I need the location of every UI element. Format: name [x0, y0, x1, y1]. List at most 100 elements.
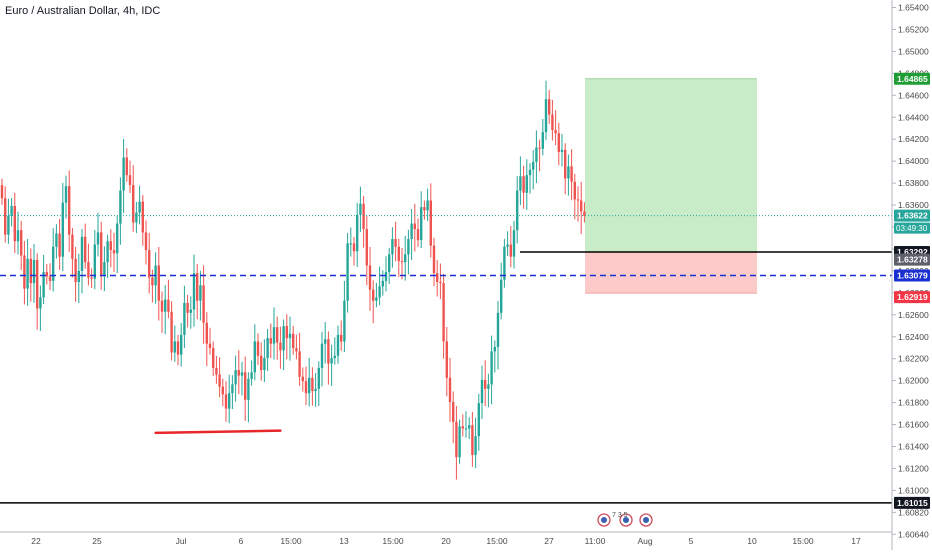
candle-50: [160, 300, 164, 312]
candle-40: [128, 175, 132, 186]
candle-64: [205, 322, 208, 344]
time-tick-label: 15:00: [280, 536, 302, 546]
price-tick-label: 1.64400: [898, 112, 929, 122]
candle-131: [420, 207, 423, 241]
candle-144: [461, 426, 464, 429]
candle-154: [493, 346, 496, 352]
candle-90: [288, 333, 292, 339]
candle-124: [397, 246, 400, 262]
blue-price-badge-text: 1.63079: [897, 270, 928, 280]
candle-150: [480, 380, 484, 404]
candle-76: [244, 372, 247, 400]
candle-141: [452, 402, 455, 422]
candle-157: [503, 246, 506, 280]
price-tick-label: 1.62000: [898, 376, 929, 386]
candle-44: [141, 201, 144, 233]
candle-7: [23, 255, 26, 289]
candle-45: [144, 232, 148, 251]
candle-174: [557, 133, 560, 153]
candle-108: [346, 243, 349, 301]
red-trendline: [154, 429, 282, 435]
candle-169: [541, 132, 544, 149]
candle-26: [84, 236, 87, 263]
candle-23: [74, 258, 77, 282]
candle-13: [42, 272, 45, 298]
candle-94: [301, 376, 304, 382]
time-tick-label: 25: [92, 536, 102, 546]
time-tick-label: 10: [747, 536, 757, 546]
candle-173: [554, 129, 557, 134]
candle-37: [119, 190, 122, 224]
candle-75: [240, 372, 244, 376]
candle-47: [151, 277, 154, 286]
price-tick-label: 1.61200: [898, 463, 929, 473]
price-tick-label: 1.60640: [898, 529, 929, 539]
stop-price-badge: 1.62919: [894, 291, 930, 304]
price-tick-label: 1.65000: [898, 46, 929, 56]
candle-148: [474, 436, 477, 455]
candle-119: [381, 280, 384, 287]
candle-41: [132, 185, 135, 223]
candle-100: [320, 343, 324, 368]
candle-81: [260, 355, 263, 371]
time-tick-label: Aug: [637, 536, 652, 546]
candle-35: [112, 250, 116, 254]
time-tick-label: 6: [239, 536, 244, 546]
price-tick-label: 1.65200: [898, 24, 929, 34]
candle-111: [356, 214, 359, 252]
target-price-badge: 1.64865: [894, 72, 930, 85]
candle-3: [10, 205, 13, 216]
candle-22: [71, 234, 74, 259]
candle-73: [234, 370, 237, 385]
candle-95: [304, 381, 308, 394]
candle-32: [103, 262, 106, 277]
time-tick-label: Jul: [176, 536, 187, 546]
candle-56: [180, 334, 183, 355]
event-flag-dot-icon: [601, 517, 607, 523]
countdown-text: 03:49:30: [896, 224, 928, 233]
time-tick-label: 15:00: [792, 536, 814, 546]
price-tick-label: 1.62200: [898, 354, 929, 364]
candle-142: [455, 421, 458, 458]
candle-152: [487, 384, 490, 389]
candle-126: [404, 254, 407, 263]
time-tick-label: 27: [544, 536, 554, 546]
candle-42: [135, 212, 138, 223]
candle-104: [333, 355, 336, 358]
candle-181: [580, 200, 583, 212]
candle-87: [279, 342, 282, 351]
gray-price-badge-bg: [894, 253, 930, 266]
candle-49: [157, 265, 160, 301]
current-price-badge-text: 1.63622: [897, 211, 928, 221]
time-tick-label: 15:00: [382, 536, 404, 546]
candle-180: [576, 199, 580, 201]
candle-99: [317, 367, 320, 389]
candle-103: [330, 357, 333, 364]
candle-134: [429, 200, 432, 246]
candle-140: [448, 377, 452, 403]
candle-12: [39, 297, 42, 309]
candle-102: [327, 339, 330, 364]
candle-8: [26, 258, 29, 289]
candle-165: [528, 169, 532, 176]
candle-15: [48, 276, 52, 281]
current-price-badge: 1.63622: [894, 209, 930, 222]
candle-166: [532, 161, 535, 170]
candle-25: [80, 236, 84, 271]
candle-107: [343, 300, 346, 342]
candle-138: [442, 283, 445, 342]
candle-93: [298, 351, 301, 377]
candle-88: [282, 326, 285, 351]
candle-34: [109, 241, 112, 251]
gray-price-badge: 1.63278: [894, 253, 930, 266]
candle-17: [55, 233, 58, 247]
time-tick-label: 17: [851, 536, 861, 546]
candle-10: [32, 259, 36, 284]
candle-151: [484, 380, 487, 389]
countdown-bg: [894, 222, 930, 234]
candles: [0, 80, 586, 480]
candle-128: [410, 223, 413, 240]
candle-55: [176, 341, 180, 355]
